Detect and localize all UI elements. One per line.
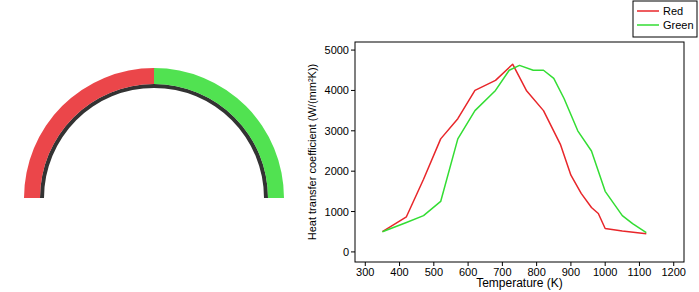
x-tick-label: 1100: [628, 266, 652, 278]
y-tick: [351, 251, 355, 252]
x-tick-label: 1000: [593, 266, 617, 278]
illustration-half: [154, 68, 284, 198]
chart: 3004005006007008009001000110012000100020…: [0, 0, 699, 292]
legend-box: [633, 1, 697, 37]
y-tick-label: 2000: [325, 165, 349, 177]
plot-frame: [355, 42, 684, 262]
y-tick: [351, 211, 355, 212]
root: 3004005006007008009001000110012000100020…: [0, 0, 699, 292]
y-tick: [351, 90, 355, 91]
y-tick: [351, 171, 355, 172]
axes: 3004005006007008009001000110012000100020…: [325, 44, 686, 278]
illustration-shade: [40, 84, 154, 198]
illustration-shade: [154, 84, 268, 198]
y-tick-label: 4000: [325, 84, 349, 96]
series-line: [382, 64, 646, 234]
illustration: [24, 68, 284, 198]
x-axis-title: Temperature (K): [476, 276, 563, 290]
x-tick-label: 400: [390, 266, 408, 278]
legend: Red Green: [633, 1, 697, 37]
y-tick-label: 0: [343, 246, 349, 258]
y-tick: [351, 50, 355, 51]
x-tick-label: 1200: [661, 266, 685, 278]
legend-label: Red: [663, 5, 683, 17]
legend-swatch: [637, 24, 659, 26]
x-tick-label: 500: [425, 266, 443, 278]
series-line: [382, 65, 646, 232]
y-axis-title: Heat transfer coefficient (W/(mm²K)): [306, 64, 318, 240]
legend-swatch: [637, 10, 659, 12]
y-tick-label: 5000: [325, 44, 349, 56]
x-tick-label: 600: [459, 266, 477, 278]
x-tick-label: 900: [562, 266, 580, 278]
illustration-half: [24, 68, 154, 198]
y-tick-label: 1000: [325, 206, 349, 218]
x-tick-label: 300: [356, 266, 374, 278]
y-tick: [351, 130, 355, 131]
legend-label: Green: [663, 19, 694, 31]
y-tick-label: 3000: [325, 125, 349, 137]
series-lines: [382, 64, 646, 234]
